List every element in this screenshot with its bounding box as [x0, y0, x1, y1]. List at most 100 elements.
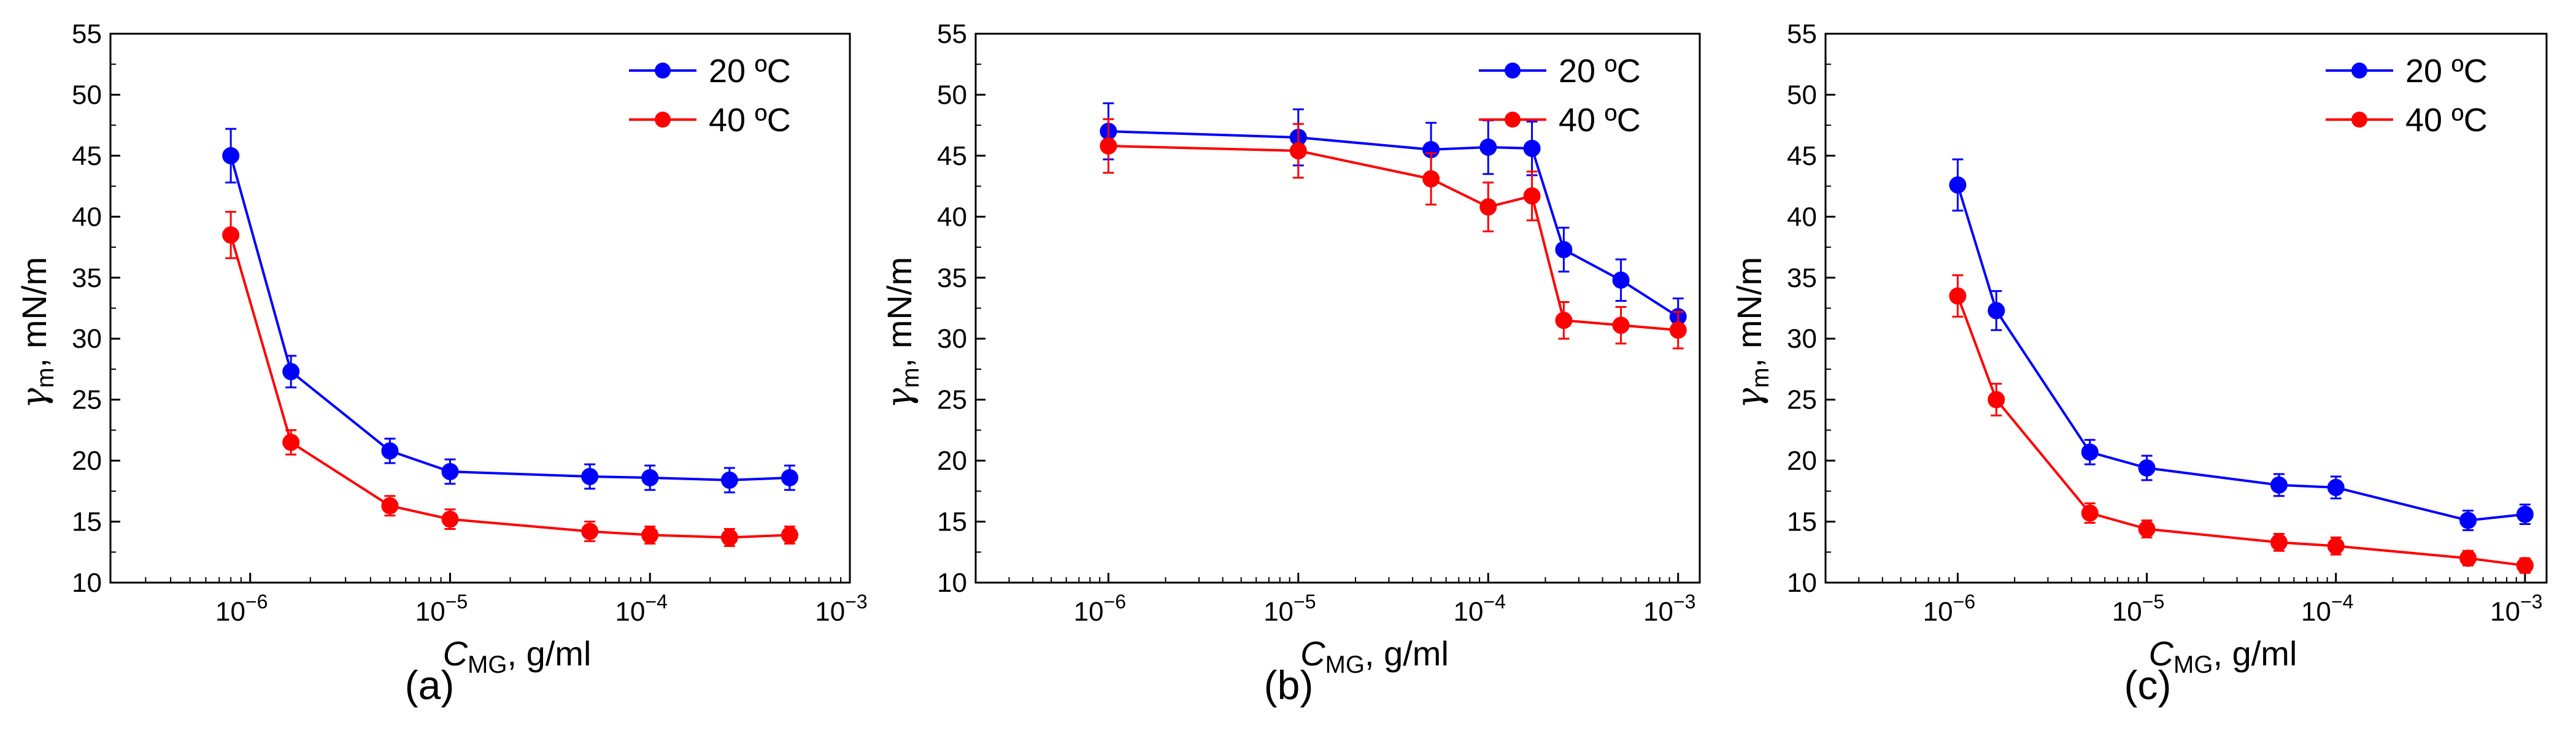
series-line — [229, 155, 790, 481]
data-point — [2081, 443, 2099, 461]
data-point — [1523, 139, 1541, 157]
data-point — [1289, 142, 1307, 159]
data-point — [1479, 138, 1497, 156]
data-point — [1988, 302, 2005, 320]
legend-marker — [655, 112, 671, 128]
data-point — [282, 434, 300, 451]
data-point — [2138, 520, 2156, 538]
y-tick-label: 55 — [1787, 19, 1817, 49]
panel-label: (b) — [1264, 662, 1314, 708]
chart-panel-1: 10 15 20 25 30 35 40 45 50 55 10−6 10−5 10−4 10−3 20 º… — [15, 19, 868, 708]
series-line — [1108, 130, 1679, 318]
y-tick-label: 40 — [1787, 202, 1817, 232]
data-point — [2459, 549, 2477, 567]
data-point — [781, 526, 798, 544]
data-point — [222, 226, 240, 244]
data-point — [441, 510, 459, 528]
y-tick-label: 20 — [937, 446, 967, 476]
y-axis-title: γm, mN/m — [880, 257, 924, 408]
x-tick-label: 10−6 — [215, 591, 268, 627]
y-tick-label: 55 — [937, 19, 967, 49]
y-tick-label: 25 — [72, 385, 102, 415]
data-point — [1988, 391, 2005, 408]
data-point — [2459, 511, 2477, 529]
data-point — [1612, 316, 1630, 334]
data-point — [1612, 271, 1630, 289]
x-tick-label: 10−4 — [2301, 591, 2353, 627]
series-2 — [1100, 118, 1687, 350]
y-tick-label: 25 — [1787, 385, 1817, 415]
y-tick-label: 30 — [1787, 324, 1817, 354]
x-tick-label: 10−3 — [2490, 591, 2542, 627]
legend-label: 20 ºC — [709, 53, 791, 90]
x-tick-label: 10−3 — [1643, 591, 1695, 627]
y-tick-label: 25 — [937, 385, 967, 415]
series-line — [1956, 295, 2526, 567]
legend-label: 40 ºC — [709, 102, 791, 139]
y-tick-label: 50 — [937, 80, 967, 110]
data-point — [1523, 187, 1541, 205]
data-point — [1669, 321, 1687, 339]
legend-label: 20 ºC — [2405, 53, 2488, 90]
x-tick-label: 10−5 — [415, 591, 468, 627]
series-line — [229, 234, 790, 539]
legend: 20 ºC 40 ºC — [2326, 53, 2488, 139]
data-point — [781, 469, 798, 486]
y-tick-label: 35 — [72, 263, 102, 293]
data-point — [581, 523, 599, 540]
legend: 20 ºC 40 ºC — [629, 53, 791, 139]
y-tick-label: 45 — [1787, 141, 1817, 171]
data-point — [2516, 505, 2534, 523]
series-2 — [1949, 274, 2534, 575]
data-point — [720, 471, 738, 489]
x-axis-title: CMG, g/ml — [1300, 634, 1449, 678]
y-tick-label: 20 — [1787, 446, 1817, 476]
legend-label: 40 ºC — [1559, 102, 1641, 139]
legend: 20 ºC 40 ºC — [1479, 53, 1641, 139]
y-tick-label: 50 — [1787, 80, 1817, 110]
x-tick-label: 10−4 — [1454, 591, 1506, 627]
y-tick-label: 20 — [72, 446, 102, 476]
data-point — [2081, 504, 2099, 522]
y-tick-label: 35 — [1787, 263, 1817, 293]
y-axis-title: γm, mN/m — [1730, 257, 1774, 408]
series-line — [1108, 145, 1678, 332]
legend-marker — [2351, 112, 2367, 128]
x-tick-label: 10−6 — [1923, 591, 1975, 627]
data-point — [222, 147, 240, 164]
data-point — [1479, 198, 1497, 216]
legend-marker — [2351, 63, 2367, 78]
x-tick-label: 10−5 — [1263, 591, 1316, 627]
y-axis-title: γm, mN/m — [15, 257, 59, 408]
y-tick-label: 15 — [937, 507, 967, 537]
x-axis-title: CMG, g/ml — [2149, 634, 2297, 678]
x-tick-label: 10−4 — [615, 591, 668, 627]
data-point — [2138, 459, 2156, 477]
panel-label: (c) — [2124, 662, 2172, 708]
x-axis-title: CMG, g/ml — [443, 634, 592, 678]
legend-marker — [1505, 112, 1521, 128]
data-point — [381, 497, 399, 515]
y-tick-label: 10 — [72, 568, 102, 598]
chart-panel-2: 10 15 20 25 30 35 40 45 50 55 10−6 10−5 10−4 10−3 20 º… — [880, 19, 1701, 708]
series-1 — [1949, 158, 2534, 531]
legend-label: 20 ºC — [1559, 53, 1641, 90]
data-point — [641, 469, 659, 486]
legend-marker — [655, 63, 671, 78]
x-tick-label: 10−5 — [2112, 591, 2164, 627]
data-point — [1422, 170, 1440, 188]
data-point — [641, 526, 659, 544]
y-tick-label: 50 — [72, 80, 102, 110]
y-tick-label: 30 — [72, 324, 102, 354]
y-tick-label: 40 — [937, 202, 967, 232]
data-point — [720, 529, 738, 546]
y-tick-label: 10 — [937, 568, 967, 598]
y-tick-label: 55 — [72, 19, 102, 49]
data-point — [381, 442, 399, 460]
chart-panel-3: 10 15 20 25 30 35 40 45 50 55 10−6 10−5 10−4 10−3 20 º… — [1730, 19, 2548, 708]
y-tick-label: 30 — [937, 324, 967, 354]
y-tick-label: 10 — [1787, 568, 1817, 598]
legend-label: 40 ºC — [2405, 102, 2488, 139]
y-tick-label: 15 — [72, 507, 102, 537]
